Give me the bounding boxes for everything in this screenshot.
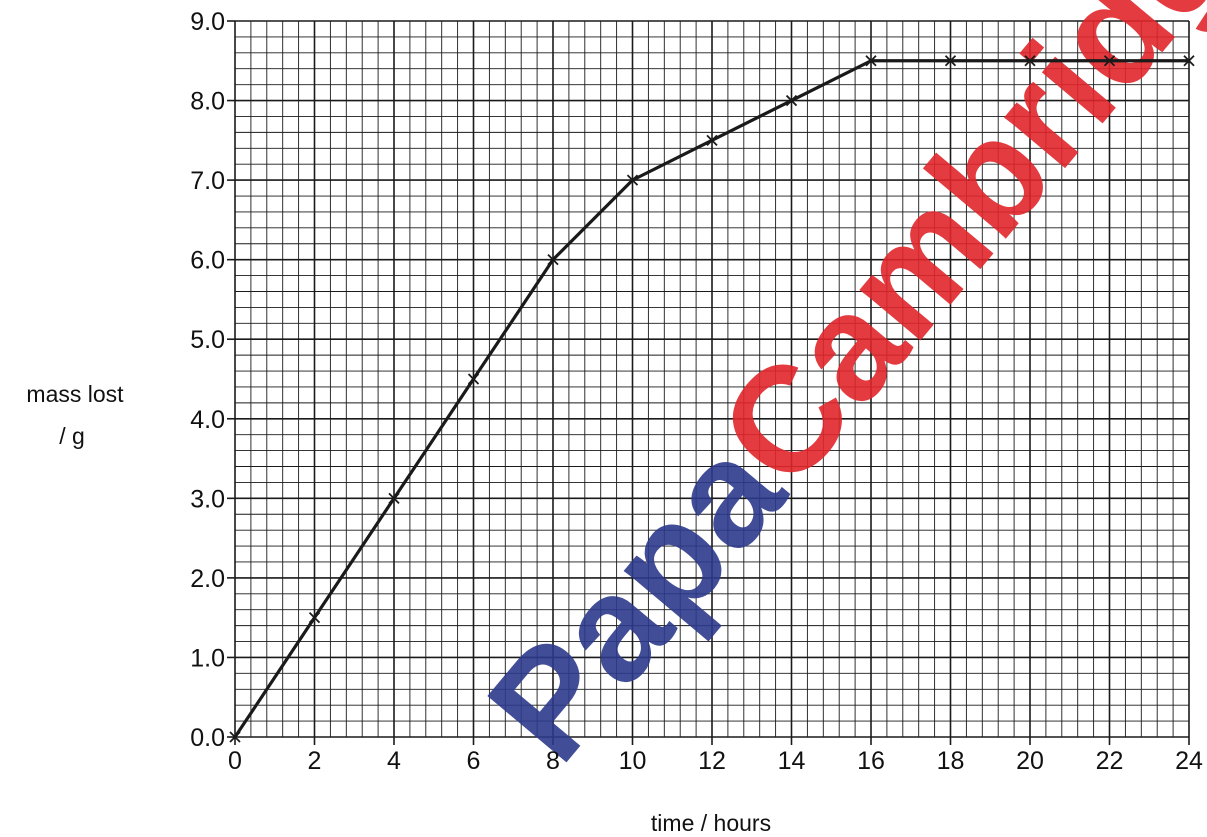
y-tick-label: 8.0	[190, 88, 225, 116]
y-tick-label: 2.0	[190, 565, 225, 593]
x-tick-label: 8	[546, 747, 560, 775]
data-point-marker	[388, 492, 400, 504]
data-point-marker	[308, 612, 321, 624]
x-tick-label: 18	[937, 747, 965, 775]
x-tick-label: 2	[308, 747, 322, 775]
x-tick-label: 16	[857, 747, 885, 775]
y-tick-label: 1.0	[190, 644, 225, 672]
data-point-marker	[467, 373, 480, 385]
x-tick-label: 10	[619, 747, 647, 775]
x-tick-labels: 0 2 4 6 8 10 12 14 16 18 20 22 24	[228, 747, 1203, 775]
y-tick-label: 6.0	[190, 247, 225, 275]
y-tick-label: 9.0	[190, 8, 225, 36]
x-tick-label: 20	[1016, 747, 1044, 775]
data-point-marker	[865, 55, 877, 67]
watermark-part-cambridge: Cambridge	[686, 0, 1207, 516]
x-axis-title: time / hours	[651, 810, 771, 836]
data-point-marker	[547, 254, 559, 266]
y-axis-title-line2: / g	[59, 423, 85, 449]
data-point-marker	[785, 94, 798, 107]
data-series	[229, 55, 1195, 743]
y-tick-label: 4.0	[190, 406, 225, 434]
x-tick-label: 12	[698, 747, 726, 775]
y-tick-label: 3.0	[190, 485, 225, 513]
x-tick-label: 22	[1096, 747, 1124, 775]
data-point-marker	[1183, 55, 1195, 67]
data-point-marker	[706, 134, 718, 146]
y-tick-label: 7.0	[190, 167, 225, 195]
y-tick-labels: 0.0 1.0 2.0 3.0 4.0 5.0 6.0 7.0 8.0 9.0	[190, 8, 225, 752]
data-point-marker	[944, 55, 957, 67]
x-tick-label: 0	[228, 747, 242, 775]
data-point-marker	[1103, 55, 1116, 67]
data-point-marker	[229, 731, 241, 743]
x-tick-label: 24	[1175, 747, 1203, 775]
y-tick-label: 5.0	[190, 326, 225, 354]
data-point-marker	[626, 174, 639, 186]
x-tick-label: 14	[778, 747, 806, 775]
data-point-marker	[1024, 55, 1036, 67]
y-axis-title-line1: mass lost	[26, 381, 124, 407]
x-tick-label: 6	[467, 747, 481, 775]
x-tick-label: 4	[387, 747, 401, 775]
y-tick-label: 0.0	[190, 724, 225, 752]
